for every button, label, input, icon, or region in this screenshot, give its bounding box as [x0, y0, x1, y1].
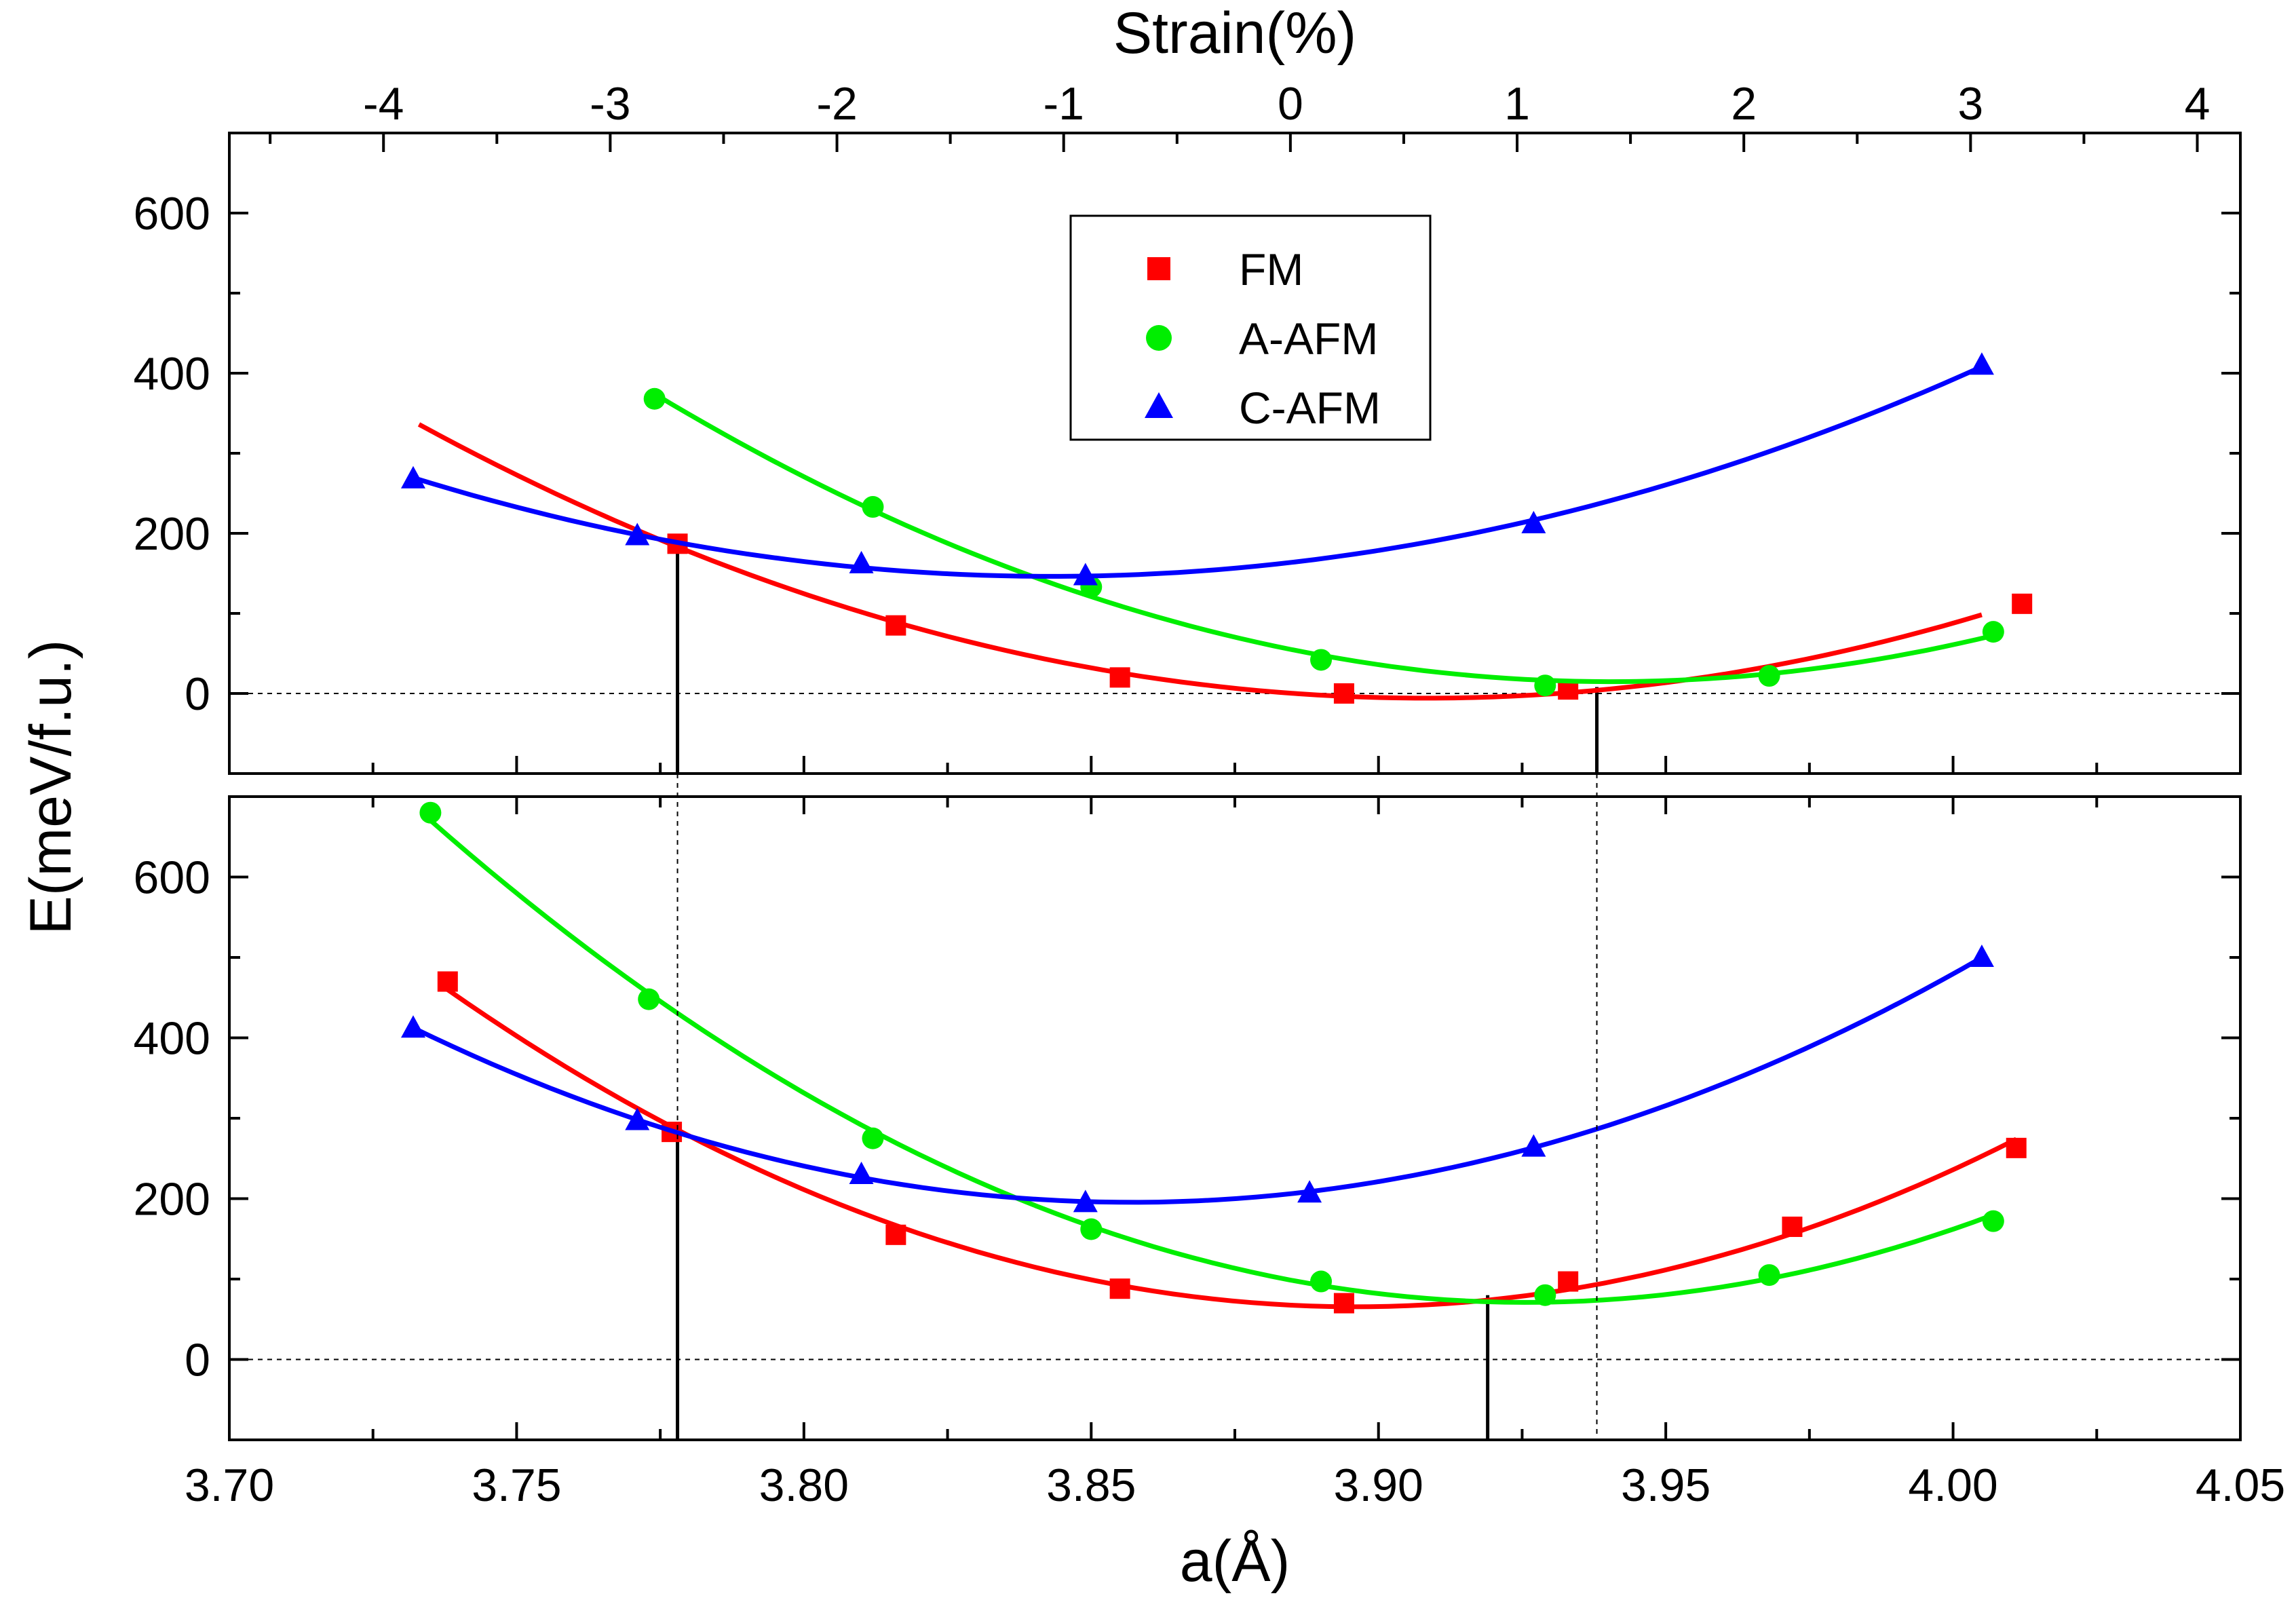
x-tick-label: 3.80 — [759, 1460, 849, 1511]
y-tick-label: 400 — [134, 1013, 210, 1065]
point-c-afm — [849, 550, 874, 573]
top-tick-label: 2 — [1731, 78, 1757, 130]
point-fm — [1333, 683, 1354, 704]
point-c-afm — [1969, 945, 1994, 967]
y-tick-label: 0 — [185, 668, 210, 720]
point-a-afm — [1982, 621, 2004, 643]
point-c-afm — [1073, 563, 1098, 586]
legend-box — [1069, 214, 1432, 441]
x-tick-label: 3.75 — [472, 1460, 561, 1511]
y-tick-label: 400 — [134, 348, 210, 400]
top-tick-label: -4 — [363, 78, 404, 130]
point-a-afm — [643, 387, 666, 410]
fit-curve-fm — [446, 987, 2018, 1310]
x-tick-label: 4.00 — [1908, 1460, 1997, 1511]
point-c-afm — [1521, 1134, 1546, 1157]
y-tick-label: 0 — [185, 1335, 210, 1386]
top-tick-label: -3 — [590, 78, 630, 130]
point-c-afm — [1073, 1189, 1098, 1213]
fit-curve-fm — [417, 422, 1983, 701]
x-tick-label: 3.85 — [1046, 1460, 1136, 1511]
y-tick-label: 200 — [134, 508, 210, 560]
point-fm — [1333, 1293, 1354, 1314]
point-c-afm — [1297, 1180, 1322, 1203]
point-c-afm — [400, 465, 425, 489]
legend-label: C-AFM — [1239, 383, 1381, 433]
axes-text-layer: 0 200 400 600 0 200 400 600 -4 -3 -2 -1 0 1 2 3 4 3.70 3.7… — [18, 1, 2285, 1594]
point-a-afm — [1758, 665, 1780, 687]
panel-frame — [228, 795, 2242, 1441]
y-tick-label: 200 — [134, 1174, 210, 1225]
point-fm — [885, 1224, 906, 1245]
point-a-afm — [1310, 649, 1333, 671]
y-tick-label: 600 — [134, 852, 210, 904]
point-c-afm — [625, 522, 650, 546]
point-c-afm — [400, 1015, 425, 1038]
top-tick-label: -1 — [1043, 78, 1084, 130]
x-tick-label: 3.95 — [1621, 1460, 1710, 1511]
legend-marker-c-afm — [1145, 392, 1173, 418]
point-a-afm — [419, 801, 442, 824]
top-tick-label: 3 — [1957, 78, 1983, 130]
point-fm — [1782, 1216, 1803, 1237]
point-fm — [885, 615, 906, 636]
fit-curve-a-afm — [429, 818, 1995, 1305]
point-a-afm — [1310, 1270, 1333, 1293]
legend-label: A-AFM — [1239, 313, 1378, 364]
point-fm — [437, 971, 458, 992]
point-a-afm — [1982, 1210, 2004, 1232]
point-a-afm — [862, 496, 884, 518]
top-tick-label: 4 — [2185, 78, 2211, 130]
point-c-afm — [849, 1161, 874, 1184]
point-a-afm — [1534, 674, 1556, 697]
point-a-afm — [1534, 1284, 1556, 1306]
x-tick-label: 4.05 — [2196, 1460, 2285, 1511]
panels-layer — [228, 132, 2242, 1441]
y-axis-title: E(meV/f.u.) — [18, 640, 83, 935]
legend: FM A-AFM C-AFM — [1069, 214, 1432, 441]
point-c-afm — [1969, 352, 1994, 375]
top-axis-title: Strain(%) — [1113, 1, 1356, 66]
fit-curve-c-afm — [412, 364, 1983, 579]
point-fm — [2006, 1137, 2027, 1158]
x-axis-title: a(Å) — [1180, 1529, 1290, 1594]
x-tick-label: 3.90 — [1334, 1460, 1423, 1511]
point-a-afm — [1758, 1264, 1780, 1287]
panel-upper — [228, 132, 2242, 775]
point-fm — [2012, 593, 2033, 614]
top-tick-label: -2 — [816, 78, 857, 130]
point-fm — [1109, 1278, 1130, 1299]
top-tick-label: 1 — [1504, 78, 1530, 130]
point-c-afm — [625, 1107, 650, 1130]
point-a-afm — [862, 1127, 884, 1149]
legend-marker-fm — [1147, 257, 1170, 280]
point-fm — [1109, 667, 1130, 688]
point-fm — [1558, 1271, 1579, 1292]
point-a-afm — [1080, 1218, 1103, 1240]
fit-curve-c-afm — [412, 955, 1983, 1205]
y-tick-label: 600 — [134, 188, 210, 240]
panel-lower — [228, 795, 2242, 1441]
x-tick-label: 3.70 — [185, 1460, 274, 1511]
legend-marker-a-afm — [1146, 325, 1172, 351]
top-tick-label: 0 — [1278, 78, 1303, 130]
legend-label: FM — [1239, 244, 1303, 294]
point-c-afm — [1521, 510, 1546, 533]
point-a-afm — [638, 988, 660, 1010]
